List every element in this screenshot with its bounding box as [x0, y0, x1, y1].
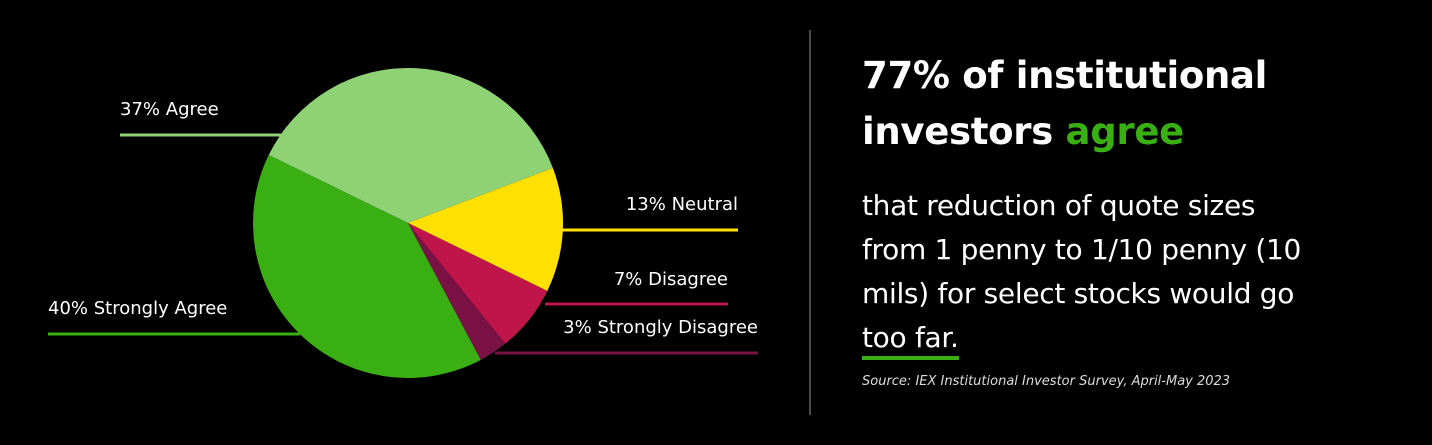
pie-slice [268, 67, 553, 223]
slice-category: Disagree [648, 269, 728, 290]
headline-line: 77% of institutional [862, 54, 1268, 97]
body-line: from 1 penny to 1/10 penny (10 [862, 233, 1302, 266]
pie-slice [408, 223, 506, 360]
pie-slice [408, 223, 548, 344]
headline-highlight: agree [1065, 110, 1185, 153]
slice-value: 40% [48, 298, 88, 319]
slice-category: Strongly Disagree [597, 317, 758, 338]
body-line: mils) for select stocks would go [862, 277, 1295, 310]
slice-category: Neutral [672, 194, 738, 215]
slice-category: Strongly Agree [94, 298, 228, 319]
headline: 77% of institutional [862, 48, 1422, 104]
pie-slice [408, 167, 563, 291]
slice-value: 37% [120, 99, 160, 120]
source: Source: IEX Institutional Investor Surve… [862, 374, 1231, 389]
headline: investors agree [862, 104, 1422, 160]
slice-label: 37% Agree [120, 99, 219, 120]
text-panel: 77% of institutional investors agree tha… [862, 48, 1422, 389]
slice-label: 7% Disagree [614, 269, 728, 290]
slice-label: 13% Neutral [626, 194, 738, 215]
slice-category: Agree [166, 99, 219, 120]
slice-value: 7% [614, 269, 643, 290]
body-line: that reduction of quote sizes [862, 189, 1256, 222]
slice-value: 13% [626, 194, 666, 215]
slice-label: 40% Strongly Agree [48, 298, 227, 319]
body-text: that reduction of quote sizes from 1 pen… [862, 184, 1422, 360]
body-line: too far. [862, 320, 959, 360]
slice-value: 3% [563, 317, 592, 338]
headline-line: investors [862, 110, 1053, 153]
slice-label: 3% Strongly Disagree [563, 317, 758, 338]
pie-slice [253, 155, 481, 378]
